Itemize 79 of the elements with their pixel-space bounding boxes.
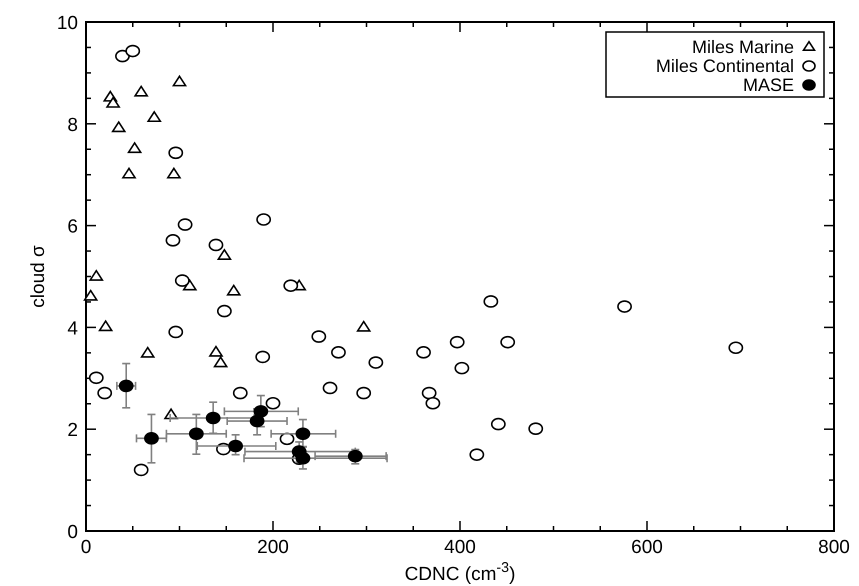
point	[422, 386, 437, 400]
point	[98, 320, 112, 332]
point	[208, 238, 224, 252]
point	[125, 44, 140, 58]
y-tick-label: 0	[67, 522, 78, 543]
point	[728, 341, 744, 354]
point	[168, 146, 184, 160]
point	[226, 284, 241, 296]
point	[368, 356, 384, 369]
point	[89, 270, 104, 281]
point	[228, 440, 243, 452]
point	[166, 234, 180, 247]
point	[167, 168, 181, 179]
point	[490, 418, 506, 430]
point	[356, 386, 372, 400]
y-tick-label: 10	[56, 13, 78, 34]
point	[255, 350, 270, 364]
point	[416, 346, 431, 359]
point	[168, 326, 184, 338]
point	[209, 346, 223, 357]
point	[84, 290, 98, 301]
point	[283, 279, 298, 292]
legend-label: Miles Marine	[692, 37, 794, 57]
y-tick-label: 6	[67, 216, 78, 238]
y-tick-label: 8	[67, 114, 78, 136]
point	[106, 96, 120, 108]
point	[500, 336, 516, 348]
point	[216, 304, 232, 318]
point	[331, 346, 346, 359]
point	[528, 422, 544, 435]
point	[140, 346, 155, 358]
x-tick-label: 0	[80, 537, 92, 558]
y-tick-label: 4	[67, 318, 78, 340]
x-axis-title: CDNC (cm$^{-3}$)	[404, 560, 516, 585]
point	[450, 336, 465, 348]
point	[232, 386, 248, 400]
legend-label: MASE	[742, 75, 794, 95]
point	[178, 218, 193, 231]
point	[182, 280, 197, 291]
point	[296, 452, 310, 465]
point	[174, 274, 190, 287]
point	[134, 86, 148, 97]
point	[115, 50, 130, 62]
y-tick-label: 2	[67, 420, 78, 442]
point	[617, 300, 632, 313]
legend-label: Miles Continental	[656, 56, 794, 76]
point	[454, 362, 470, 374]
x-tick-label: 800	[818, 537, 850, 558]
point	[206, 412, 221, 424]
point	[118, 380, 134, 392]
y-axis-title: cloud σ	[28, 245, 49, 308]
point	[97, 386, 112, 400]
point	[172, 75, 186, 86]
point	[266, 396, 280, 410]
point	[322, 382, 338, 394]
x-tick-label: 200	[257, 537, 289, 558]
point	[311, 330, 326, 343]
point	[348, 450, 363, 462]
point	[253, 405, 268, 418]
point	[356, 320, 371, 332]
point	[147, 111, 162, 122]
point	[88, 371, 104, 384]
point	[218, 249, 232, 260]
point	[280, 432, 294, 446]
point	[122, 168, 136, 179]
point	[483, 295, 498, 308]
x-tick-label: 600	[631, 537, 663, 558]
point	[144, 432, 159, 445]
point	[128, 142, 142, 154]
x-tick-label: 400	[444, 537, 476, 558]
point	[425, 396, 440, 410]
point	[134, 464, 149, 476]
point	[256, 213, 272, 226]
point	[214, 356, 228, 368]
point	[112, 121, 126, 132]
point	[469, 448, 484, 461]
point	[250, 414, 265, 428]
point	[296, 427, 310, 440]
point	[188, 427, 204, 440]
